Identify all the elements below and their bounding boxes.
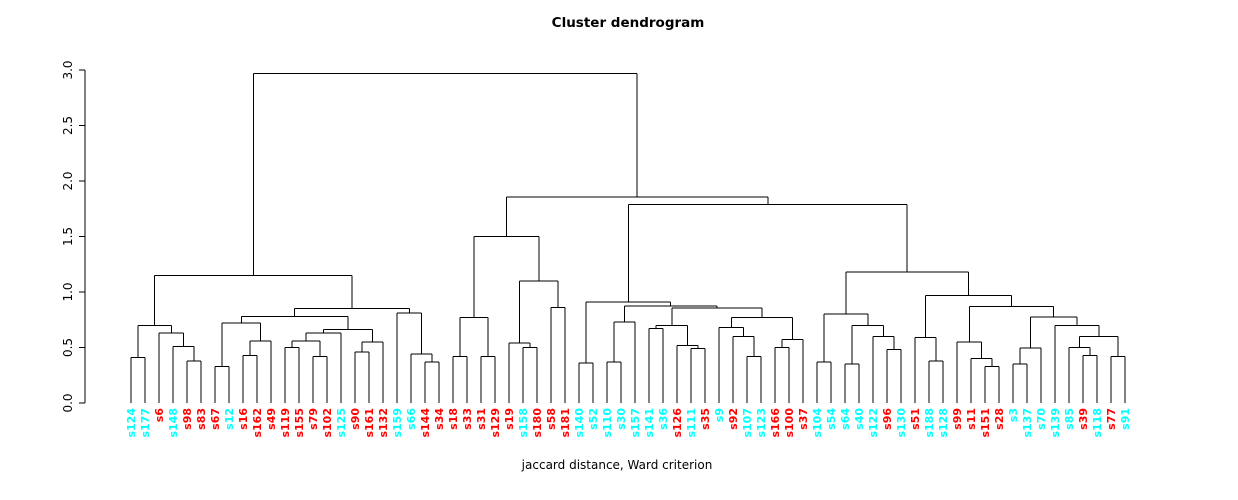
leaf-label: s177	[139, 408, 152, 438]
y-axis: 0.0 0.5 1.0 1.5 2.0 2.5 3.0	[61, 60, 86, 413]
leaf-label: s158	[517, 408, 530, 438]
y-axis-tick-label: 2.0	[61, 171, 75, 190]
leaf-label: s39	[1077, 408, 1090, 430]
leaf-label: s180	[531, 408, 544, 438]
y-axis-tick-label: 0.5	[61, 338, 75, 357]
leaf-label: s119	[279, 408, 292, 438]
leaf-label: s37	[797, 408, 810, 430]
leaf-label: s140	[573, 408, 586, 438]
leaf-label: s85	[1063, 408, 1076, 430]
leaf-label: s28	[993, 408, 1006, 430]
leaf-label: s64	[839, 408, 852, 430]
leaf-label: s18	[447, 408, 460, 430]
leaf-label: s124	[125, 408, 138, 438]
leaf-label: s35	[699, 408, 712, 430]
leaf-label: s19	[503, 408, 516, 430]
leaf-label: s31	[475, 408, 488, 430]
leaf-label: s123	[755, 408, 768, 438]
leaf-label: s129	[489, 408, 502, 438]
leaf-label: s91	[1119, 408, 1132, 430]
leaf-label: s102	[321, 408, 334, 438]
leaf-label: s104	[811, 408, 824, 438]
leaf-label: s107	[741, 408, 754, 438]
leaf-label: s181	[559, 408, 572, 438]
leaf-label: s137	[1021, 408, 1034, 438]
leaf-label: s52	[587, 408, 600, 430]
leaf-label: s161	[363, 408, 376, 438]
leaf-label: s70	[1035, 408, 1048, 430]
leaf-label: s157	[629, 408, 642, 438]
leaf-label: s16	[237, 408, 250, 430]
leaf-label: s166	[769, 408, 782, 438]
leaf-label: s96	[881, 408, 894, 430]
leaf-label: s79	[307, 408, 320, 430]
leaf-label: s151	[979, 408, 992, 438]
leaf-label: s3	[1007, 408, 1020, 422]
leaf-label: s49	[265, 408, 278, 430]
leaf-label: s126	[671, 408, 684, 438]
y-axis-tick-label: 0.0	[61, 393, 75, 412]
leaf-label: s148	[167, 408, 180, 438]
leaf-label: s118	[1091, 408, 1104, 438]
leaf-label: s141	[643, 408, 656, 438]
leaf-label: s51	[909, 408, 922, 430]
leaf-label: s67	[209, 408, 222, 430]
y-axis-tick-label: 1.0	[61, 282, 75, 301]
leaf-label: s122	[867, 408, 880, 438]
leaf-label: s139	[1049, 408, 1062, 438]
leaf-label: s11	[965, 408, 978, 430]
dendrogram-tree	[130, 72, 1126, 403]
leaf-label: s99	[951, 408, 964, 430]
leaf-label: s36	[657, 408, 670, 430]
y-axis-tick-label: 2.5	[61, 116, 75, 135]
leaf-label: s111	[685, 408, 698, 438]
leaf-label: s162	[251, 408, 264, 438]
leaf-label: s40	[853, 408, 866, 430]
leaf-label: s130	[895, 408, 908, 438]
leaf-label: s77	[1105, 408, 1118, 430]
leaf-label: s58	[545, 408, 558, 430]
leaf-labels: s124 s177 s6 s148 s98 s83 s67 s12 s16 s162 s49 s119…	[125, 408, 1132, 438]
leaf-label: s155	[293, 408, 306, 438]
leaf-label: s92	[727, 408, 740, 430]
leaf-label: s132	[377, 408, 390, 438]
x-axis-caption: jaccard distance, Ward criterion	[521, 458, 713, 472]
leaf-label: s110	[601, 408, 614, 438]
leaf-label: s66	[405, 408, 418, 430]
leaf-label: s144	[419, 408, 432, 438]
leaf-label: s83	[195, 408, 208, 430]
y-axis-tick-label: 1.5	[61, 227, 75, 246]
leaf-label: s34	[433, 408, 446, 430]
leaf-label: s54	[825, 408, 838, 430]
leaf-label: s125	[335, 408, 348, 438]
chart-title: Cluster dendrogram	[551, 15, 705, 31]
leaf-label: s188	[923, 408, 936, 438]
leaf-label: s12	[223, 408, 236, 430]
leaf-label: s33	[461, 408, 474, 430]
leaf-label: s6	[153, 408, 166, 423]
leaf-label: s90	[349, 408, 362, 430]
leaf-label: s30	[615, 408, 628, 430]
leaf-label: s128	[937, 408, 950, 438]
y-axis-tick-label: 3.0	[61, 60, 75, 79]
leaf-label: s9	[713, 408, 726, 422]
leaf-label: s100	[783, 408, 796, 438]
leaf-label: s159	[391, 408, 404, 438]
leaf-label: s98	[181, 408, 194, 430]
